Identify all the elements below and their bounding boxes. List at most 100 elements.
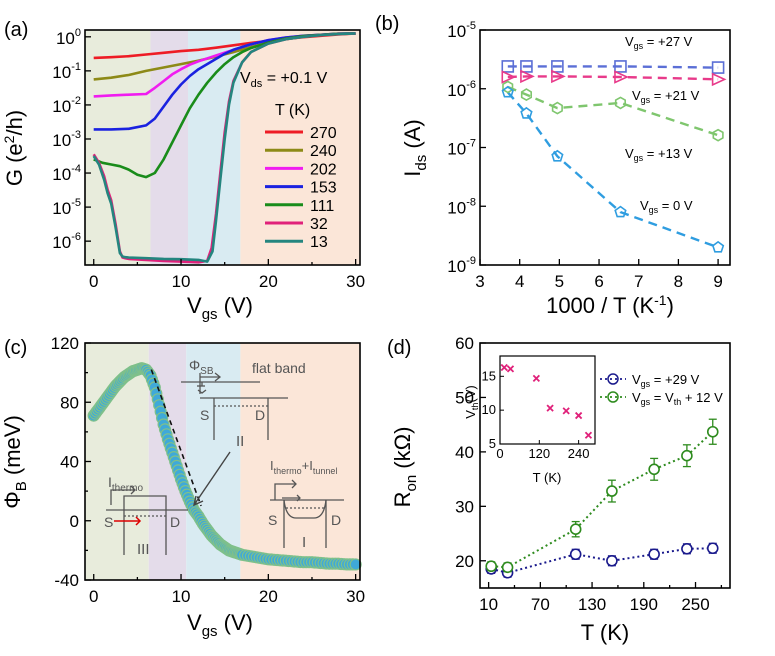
data-point-2-4 [712, 128, 724, 142]
legend-label-32K: 32 [310, 216, 328, 233]
panel-d-frame [479, 342, 731, 589]
panel-a-ytick-label: 10-5 [52, 197, 81, 218]
data-point-3-1 [520, 106, 533, 119]
panel-a-region-3 [240, 30, 360, 265]
data-point-1-2 [569, 523, 582, 536]
data-point-3-3 [614, 205, 627, 218]
panel-c-ytick-label: -40 [54, 571, 79, 590]
panel-b-ytick-label: 10-5 [447, 20, 476, 41]
data-point-0-5 [681, 542, 693, 555]
band-diagram-tunnel [270, 479, 344, 548]
data-point-1-4 [648, 463, 660, 476]
data-point-0-2 [569, 548, 582, 561]
data-point-1-3 [606, 485, 618, 497]
panel-b-ytick-label: 10-8 [447, 196, 476, 217]
panel-c-xtick-label: 0 [89, 587, 98, 606]
ithermo-itunnel-label: Ithermo+Itunnel [270, 458, 337, 476]
panel-d-xtick-label: 10 [479, 595, 498, 614]
inset-xlabel: T (K) [533, 470, 562, 485]
panel-a-region-0 [85, 30, 151, 265]
legend-label-153K: 153 [310, 180, 337, 197]
panel-b-xtick-label: 7 [634, 272, 643, 291]
panel-d-xtick-label: 130 [578, 595, 606, 614]
inset-ytick-label: 15 [482, 368, 496, 383]
panel-c-ytick-label: 0 [70, 512, 79, 531]
panel-d-ytick-label: 40 [455, 443, 474, 462]
data-point-0-3 [606, 554, 618, 567]
data-point-2-0 [502, 80, 514, 94]
inset-point-2 [532, 374, 540, 382]
inset-point-6 [584, 431, 593, 439]
panel-a-ytick-label: 10-3 [52, 129, 81, 150]
data-point-1-0 [485, 560, 498, 573]
data-point-1-3 [614, 70, 629, 84]
inset-point-3 [546, 404, 554, 412]
panel-a-ytick-label: 10-1 [52, 61, 81, 82]
panel-a-ytick-label: 10-2 [52, 95, 81, 116]
panel-a-ylabel: G (e2/h) [1, 110, 27, 186]
panel-c-xtick-label: 10 [172, 587, 191, 606]
barrier-point [349, 558, 362, 571]
panel-b: 3 4 5 6 7 8 9 10-5 10-6 10-7 10-8 10-9 (b) Vgs = +2… [375, 13, 731, 318]
data-point-3-4 [711, 240, 725, 253]
inset-ytick-label: 5 [489, 436, 496, 451]
inset-ylabel: Vth(V) [463, 385, 480, 419]
inset-point-1 [506, 365, 515, 373]
legend-vgs29: Vgs = +29 V [632, 372, 700, 389]
panel-d-xlabel: T (K) [581, 620, 629, 645]
inset-vth-plot: 0 120 240 5 10 15 T (K) Vth(V) [463, 350, 597, 485]
fit-line-3 [506, 91, 719, 249]
panel-c-ylabel: ΦB (meV) [0, 415, 30, 509]
panel-a-ytick-label: 10-4 [52, 163, 81, 184]
panel-b-ytick-label: 10-7 [447, 138, 476, 159]
legend-marker-vth12 [607, 391, 619, 403]
panel-b-xtick-label: 3 [475, 272, 484, 291]
panel-d-ytick-label: 20 [455, 552, 474, 571]
panel-b-ytick-label: 10-6 [447, 79, 476, 100]
panel-b-ytick-label: 10-9 [447, 255, 476, 276]
panel-a-xtick-label: 10 [172, 272, 191, 291]
panel-b-xtick-label: 6 [594, 272, 603, 291]
data-point-0-6 [706, 542, 719, 555]
data-point-0-3 [614, 60, 627, 73]
panel-a-xtick-label: 20 [259, 272, 278, 291]
data-point-1-4 [711, 72, 727, 87]
data-point-1-0 [501, 70, 517, 84]
panel-d-xtick-label: 190 [630, 595, 658, 614]
vds-annotation: Vds = +0.1 V [240, 70, 328, 90]
panel-a-ytick-label: 100 [56, 27, 81, 48]
band2-pointer-arrow [193, 451, 231, 506]
band3-d-label: D [170, 514, 180, 530]
panel-b-xtick-label: 4 [515, 272, 524, 291]
data-point-2-3 [614, 96, 626, 110]
vgs-label-2: Vgs = +13 V [625, 146, 693, 163]
data-point-1-2 [551, 69, 566, 84]
inset-point-0 [500, 363, 508, 372]
panel-b-xlabel: 1000 / T (K-1) [546, 292, 674, 318]
legend-title: T (K) [275, 102, 310, 119]
panel-a-xlabel: Vgs (V) [187, 293, 253, 323]
region-i-label: I [302, 534, 306, 551]
band1-d-label: D [331, 512, 341, 528]
data-point-0-2 [551, 60, 564, 73]
panel-d: 10 70 130 190 250 20 30 40 50 60 (d) Vgs = +29 V … [387, 334, 731, 645]
band-diagram-thermionic [106, 485, 188, 555]
data-point-3-0 [501, 85, 514, 98]
data-point-0-0 [501, 60, 515, 73]
region-iii-label: III [137, 541, 150, 558]
panel-c-xtick-label: 30 [346, 587, 365, 606]
panel-a-label: (a) [4, 19, 28, 41]
band2-s-label: S [200, 407, 209, 423]
band1-s-label: S [268, 512, 277, 528]
legend-label-202K: 202 [310, 161, 337, 178]
data-point-1-5 [681, 449, 693, 462]
panel-d-xtick-label: 70 [531, 595, 550, 614]
panel-d-ytick-label: 60 [455, 334, 474, 353]
legend-label-270K: 270 [310, 125, 337, 142]
panel-b-xtick-label: 5 [555, 272, 564, 291]
data-point-0-4 [711, 61, 725, 74]
fit-line-0 [507, 65, 719, 69]
band2-d-label: D [255, 407, 265, 423]
panel-a: 0 10 20 30 100 10-1 10-2 10-3 10-4 10-5 10-6 (a) V… [1, 19, 365, 323]
